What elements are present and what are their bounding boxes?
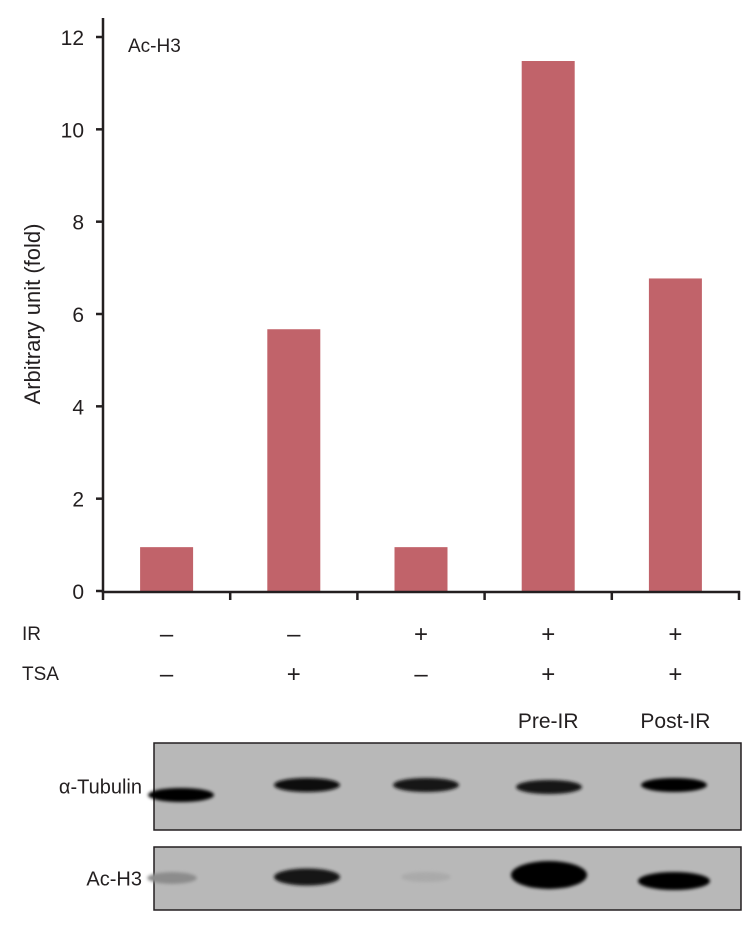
y-tick-label: 6 (72, 304, 84, 327)
blot-band (147, 872, 197, 884)
y-tick-label: 8 (72, 212, 84, 235)
y-tick-label: 10 (61, 119, 84, 142)
blot-band (401, 871, 451, 883)
blot-row-label: α-Tubulin (59, 777, 142, 799)
condition-sign: – (160, 621, 174, 648)
condition-sign: – (160, 661, 174, 688)
condition-sign: + (668, 621, 682, 648)
blot-band (274, 868, 340, 886)
condition-sign: + (541, 661, 555, 688)
condition-label-ir: IR (22, 624, 41, 645)
blot-row-label: Ac-H3 (86, 869, 142, 891)
lane-label: Post-IR (640, 710, 710, 733)
condition-sign: + (414, 621, 428, 648)
bar-2 (267, 329, 321, 591)
condition-sign: – (287, 621, 301, 648)
bar-1 (140, 547, 194, 591)
bar-5 (648, 278, 702, 591)
condition-sign: + (668, 661, 682, 688)
y-tick-label: 4 (72, 396, 84, 419)
y-tick-label: 12 (61, 27, 84, 50)
lane-label: Pre-IR (518, 710, 579, 733)
blot-band (393, 778, 459, 792)
y-tick-label: 2 (72, 489, 84, 512)
blot-band (638, 872, 710, 890)
blot-band (148, 788, 214, 802)
blot-band (516, 780, 582, 794)
condition-sign: + (287, 661, 301, 688)
condition-sign: + (541, 621, 555, 648)
y-tick-label: 0 (72, 581, 84, 604)
blot-band (641, 778, 707, 792)
y-axis-label: Arbitrary unit (fold) (20, 224, 45, 405)
condition-label-tsa: TSA (22, 664, 59, 685)
bar-3 (394, 547, 448, 591)
blot-band (274, 778, 340, 792)
condition-sign: – (414, 661, 428, 688)
bar-4 (521, 61, 575, 592)
chart-title: Ac-H3 (128, 36, 181, 57)
blot-band (511, 861, 587, 889)
